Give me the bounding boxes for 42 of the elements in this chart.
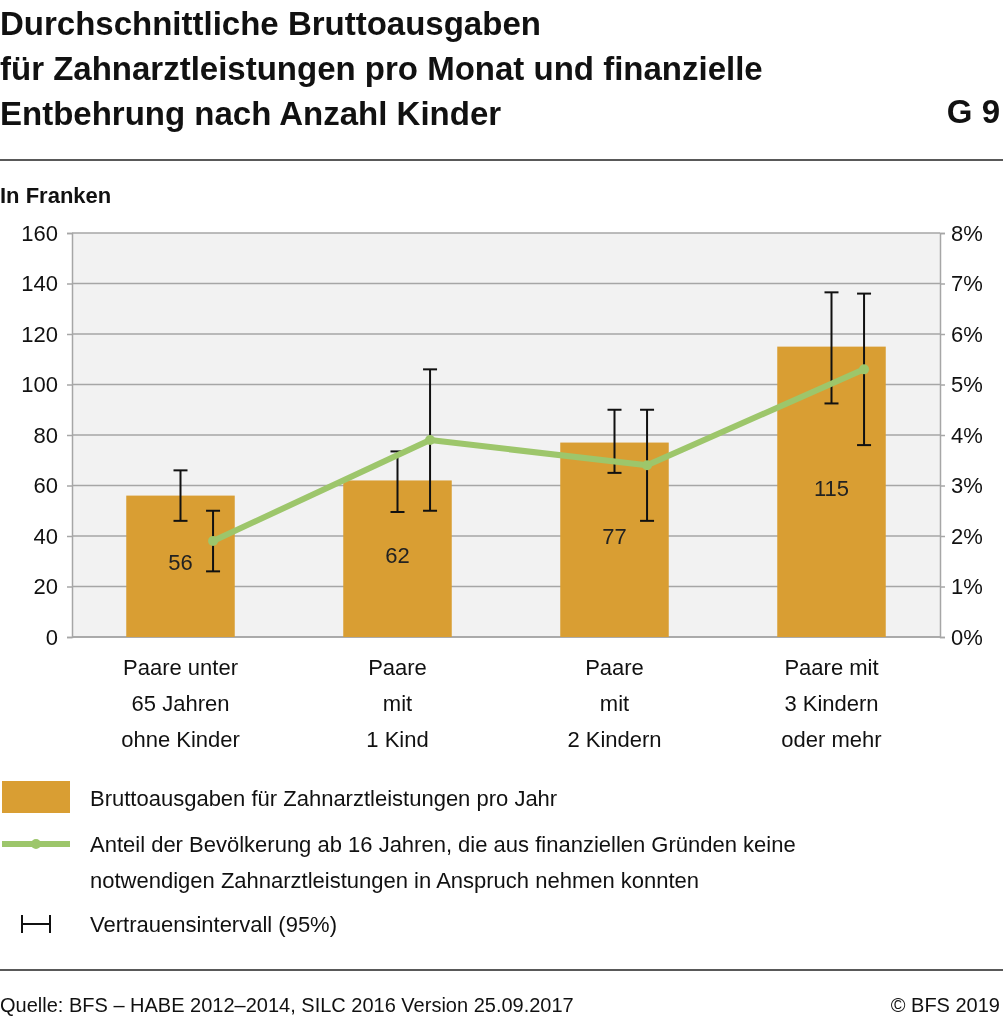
x-tick-label: Paare mit 3 Kindern oder mehr (781, 655, 882, 752)
bar (777, 346, 886, 637)
y-tick-label: 140 (21, 271, 58, 297)
chart-title: Durchschnittliche Bruttoausgaben für Zahnarztleistungen pro Monat und finanzielle Entbehrung nach Anzahl Kinder (0, 5, 763, 132)
legend-label: Anteil der Bevölkerung ab 16 Jahren, die aus finanziellen Gründen keine notwendigen Zahnarztleistungen in Anspruch nehmen konnten (90, 832, 796, 893)
y2-tick-label: 5% (951, 372, 983, 398)
x-tick-label: Paare unter 65 Jahren ohne Kinder (121, 655, 240, 752)
y2-tick-label: 3% (951, 473, 983, 499)
y-tick-label: 120 (21, 321, 58, 347)
y2-tick-label: 7% (951, 271, 983, 297)
y-tick-label: 0 (45, 624, 58, 650)
y2-tick-label: 2% (951, 523, 983, 549)
y-tick-label: 40 (33, 523, 58, 549)
y-tick-label: 160 (21, 220, 58, 246)
text: Vertrauensintervall (95%) (90, 912, 338, 937)
point (859, 364, 870, 375)
legend-label: Bruttoausgaben für Zahnarztleistungen pro Jahr (90, 786, 558, 811)
point (208, 536, 219, 547)
bar (560, 442, 669, 637)
bar (126, 495, 235, 637)
y2-tick-label: 1% (951, 574, 983, 600)
y2-tick-label: 0% (951, 624, 983, 650)
y2-tick-label: 6% (951, 321, 983, 347)
point (425, 435, 436, 446)
bar (343, 480, 452, 637)
data-label: 115 (813, 475, 850, 501)
y-axis-title: In Franken (0, 183, 112, 208)
x-tick-label: Paare mit 1 Kind (366, 655, 429, 752)
data-label: 62 (385, 542, 410, 568)
chart-subtitle: G 9 (946, 93, 1000, 130)
y-tick-label: 20 (33, 574, 58, 600)
data-label: 77 (602, 523, 627, 549)
point (642, 460, 653, 471)
data-label: 56 (168, 550, 193, 576)
x-tick-label: Paare mit 2 Kindern (567, 655, 662, 752)
y-tick-label: 60 (33, 473, 58, 499)
y-tick-label: 80 (33, 422, 58, 448)
y2-tick-label: 4% (951, 422, 983, 448)
source-note: Quelle: BFS – HABE 2012–2014, SILC 2016 Version 25.09.2017 (0, 994, 574, 1016)
y2-tick-label: 8% (951, 220, 983, 246)
y-tick-label: 100 (21, 372, 58, 398)
text: © BFS 2019 (890, 994, 1000, 1016)
